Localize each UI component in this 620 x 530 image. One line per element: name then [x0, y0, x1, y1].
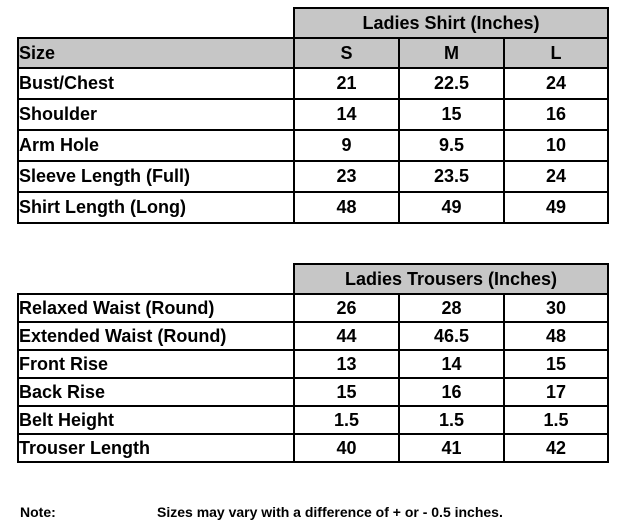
value-cell: 15	[398, 98, 505, 131]
note-text: Sizes may vary with a difference of + or…	[157, 504, 503, 520]
value-cell: 15	[503, 349, 609, 379]
value-cell: 14	[293, 98, 400, 131]
value-cell: 49	[398, 191, 505, 224]
row-label-cell: Shoulder	[17, 98, 295, 131]
value-cell: 10	[502, 129, 610, 162]
value-cell: 16	[502, 98, 610, 131]
column-header-m: M	[398, 37, 505, 69]
value-cell: 30	[503, 293, 609, 323]
trousers-table-title: Ladies Trousers (Inches)	[293, 263, 609, 295]
note-label: Note:	[20, 504, 56, 520]
value-cell: 24	[502, 67, 610, 100]
table-row: Size S M L	[17, 37, 610, 69]
spacer-cell	[18, 8, 294, 38]
value-cell: 44	[293, 321, 400, 351]
value-cell: 48	[503, 321, 609, 351]
column-header-s: S	[293, 37, 400, 69]
row-label-cell: Shirt Length (Long)	[17, 191, 295, 224]
note: Note: Sizes may vary with a difference of…	[20, 504, 503, 520]
value-cell: 1.5	[398, 405, 505, 435]
value-cell: 17	[503, 377, 609, 407]
table-row: Shoulder 14 15 16	[17, 98, 610, 131]
value-cell: 40	[293, 433, 400, 463]
spacer-cell	[18, 264, 294, 294]
table-row: Trouser Length 40 41 42	[17, 433, 609, 463]
table-row: Ladies Shirt (Inches)	[18, 7, 610, 39]
row-label-cell: Belt Height	[17, 405, 295, 435]
value-cell: 48	[293, 191, 400, 224]
value-cell: 9	[293, 129, 400, 162]
table-row: Extended Waist (Round) 44 46.5 48	[17, 321, 609, 351]
row-label-cell: Extended Waist (Round)	[17, 321, 295, 351]
value-cell: 21	[293, 67, 400, 100]
value-cell: 28	[398, 293, 505, 323]
table-row: Front Rise 13 14 15	[17, 349, 609, 379]
value-cell: 42	[503, 433, 609, 463]
table-row: Sleeve Length (Full) 23 23.5 24	[17, 160, 610, 193]
value-cell: 41	[398, 433, 505, 463]
row-label-cell: Trouser Length	[17, 433, 295, 463]
size-header-cell: Size	[17, 37, 295, 69]
row-label-cell: Back Rise	[17, 377, 295, 407]
table-row: Ladies Trousers (Inches)	[18, 263, 609, 295]
row-label-cell: Sleeve Length (Full)	[17, 160, 295, 193]
value-cell: 24	[502, 160, 610, 193]
table-row: Back Rise 15 16 17	[17, 377, 609, 407]
value-cell: 1.5	[503, 405, 609, 435]
value-cell: 49	[502, 191, 610, 224]
table-row: Relaxed Waist (Round) 26 28 30	[17, 293, 609, 323]
row-label-cell: Arm Hole	[17, 129, 295, 162]
value-cell: 16	[398, 377, 505, 407]
row-label-cell: Relaxed Waist (Round)	[17, 293, 295, 323]
value-cell: 46.5	[398, 321, 505, 351]
table-row: Belt Height 1.5 1.5 1.5	[17, 405, 609, 435]
row-label-cell: Bust/Chest	[17, 67, 295, 100]
value-cell: 14	[398, 349, 505, 379]
column-header-l: L	[502, 37, 610, 69]
value-cell: 23	[293, 160, 400, 193]
ladies-trousers-table: Ladies Trousers (Inches) Relaxed Waist (…	[17, 263, 609, 463]
value-cell: 9.5	[398, 129, 505, 162]
table-row: Shirt Length (Long) 48 49 49	[17, 191, 610, 224]
ladies-shirt-table: Ladies Shirt (Inches) Size S M L Bust/Ch…	[17, 7, 610, 224]
value-cell: 13	[293, 349, 400, 379]
row-label-cell: Front Rise	[17, 349, 295, 379]
value-cell: 23.5	[398, 160, 505, 193]
shirt-table-title: Ladies Shirt (Inches)	[292, 7, 610, 39]
table-row: Arm Hole 9 9.5 10	[17, 129, 610, 162]
value-cell: 26	[293, 293, 400, 323]
value-cell: 15	[293, 377, 400, 407]
value-cell: 1.5	[293, 405, 400, 435]
table-row: Bust/Chest 21 22.5 24	[17, 67, 610, 100]
value-cell: 22.5	[398, 67, 505, 100]
